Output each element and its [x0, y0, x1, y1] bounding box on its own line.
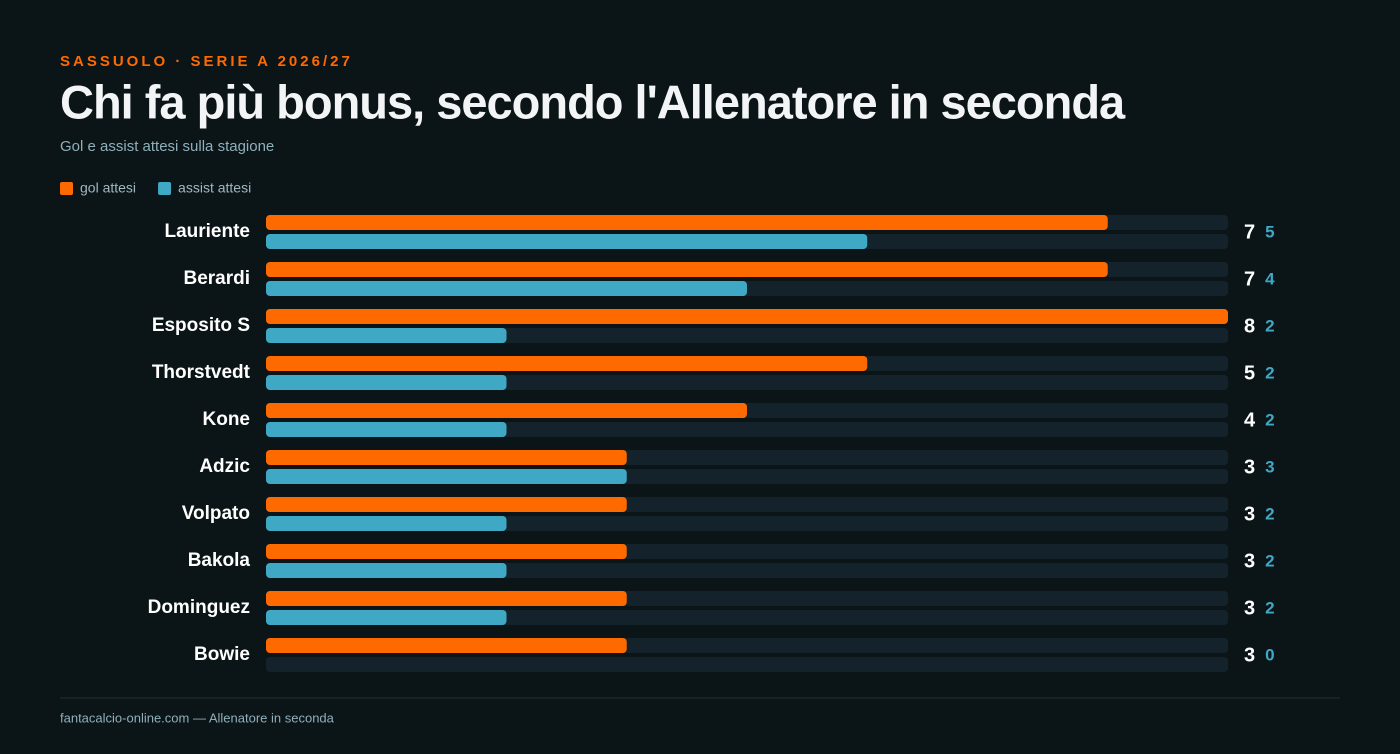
value-label: 0 — [1265, 645, 1274, 664]
bar — [266, 422, 507, 437]
y-tick-label: Berardi — [183, 268, 250, 289]
value-label: 3 — [1244, 456, 1255, 478]
y-tick-label: Dominguez — [148, 597, 250, 618]
legend-swatch — [60, 182, 73, 195]
bar — [266, 328, 507, 343]
value-label: 3 — [1244, 597, 1255, 619]
value-label: 3 — [1244, 503, 1255, 525]
value-label: 8 — [1244, 315, 1255, 337]
bar — [266, 544, 627, 559]
value-label: 3 — [1244, 550, 1255, 572]
value-label: 2 — [1265, 410, 1274, 429]
y-tick-label: Lauriente — [164, 221, 250, 242]
legend-label: assist attesi — [178, 180, 251, 196]
value-label: 3 — [1244, 644, 1255, 666]
value-label: 7 — [1244, 221, 1255, 243]
value-label: 5 — [1244, 362, 1255, 384]
y-tick-label: Bakola — [188, 550, 251, 571]
y-tick-label: Esposito S — [152, 315, 250, 336]
value-label: 5 — [1265, 222, 1274, 241]
bar — [266, 281, 747, 296]
bar — [266, 234, 868, 249]
y-tick-label: Volpato — [182, 503, 250, 524]
bar-track — [266, 516, 1228, 531]
bar — [266, 469, 627, 484]
bar — [266, 638, 627, 653]
bar — [266, 563, 507, 578]
bar-track — [266, 375, 1228, 390]
bar — [266, 403, 747, 418]
bar-track — [266, 610, 1228, 625]
legend-label: gol attesi — [80, 180, 136, 196]
bar — [266, 516, 507, 531]
bar — [266, 215, 1108, 230]
value-label: 4 — [1244, 409, 1256, 431]
bar — [266, 450, 627, 465]
legend-swatch — [158, 182, 172, 195]
bar — [266, 591, 627, 606]
value-label: 2 — [1265, 316, 1274, 335]
chart-title: Chi fa più bonus, secondo l'Allenatore i… — [60, 75, 1126, 128]
bar-track — [266, 563, 1228, 578]
bar-track — [266, 657, 1228, 672]
bar — [266, 497, 627, 512]
source: fantacalcio-online.com — Allenatore in s… — [60, 710, 335, 725]
bar — [266, 375, 507, 390]
bar-track — [266, 328, 1228, 343]
y-tick-label: Kone — [203, 409, 251, 430]
bar — [266, 356, 868, 371]
bar — [266, 610, 507, 625]
bar — [266, 309, 1228, 324]
value-label: 2 — [1265, 504, 1274, 523]
kicker: SASSUOLO · SERIE A 2026/27 — [60, 53, 353, 70]
y-tick-label: Thorstvedt — [152, 362, 251, 383]
value-label: 4 — [1265, 269, 1275, 288]
value-label: 3 — [1265, 457, 1274, 476]
value-label: 2 — [1265, 551, 1274, 570]
subtitle: Gol e assist attesi sulla stagione — [60, 138, 274, 155]
value-label: 2 — [1265, 363, 1274, 382]
y-tick-label: Adzic — [199, 456, 250, 477]
y-tick-label: Bowie — [194, 644, 250, 665]
value-label: 2 — [1265, 598, 1274, 617]
value-label: 7 — [1244, 268, 1255, 290]
bar — [266, 262, 1108, 277]
bar-track — [266, 422, 1228, 437]
